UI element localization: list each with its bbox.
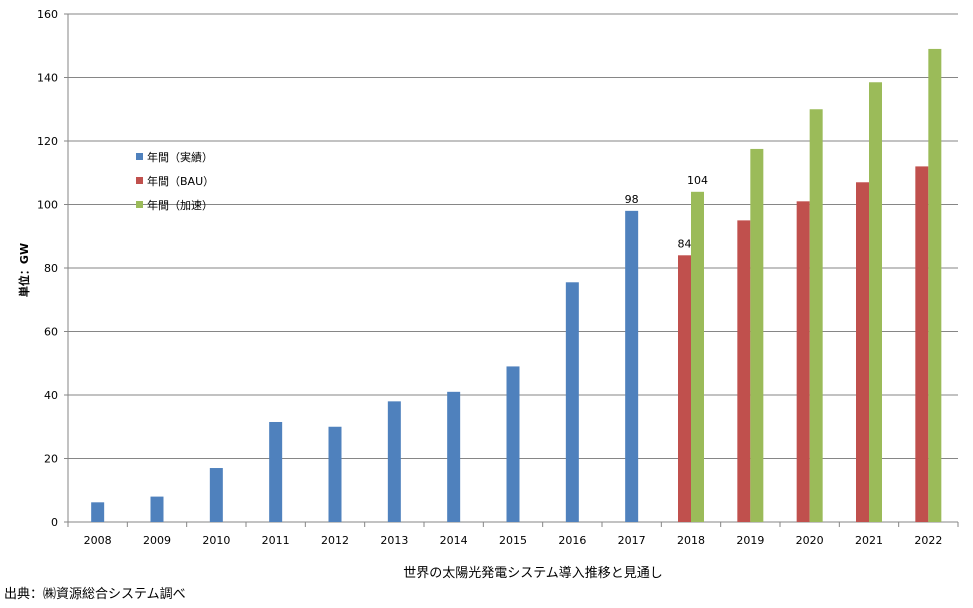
y-tick-label: 160 [37,8,58,21]
data-label: 84 [678,237,692,250]
bar [869,82,882,522]
legend: 年間（実績） 年間（BAU） 年間（加速） [136,150,214,212]
data-label: 104 [687,174,708,187]
x-tick-label: 2022 [914,534,942,547]
x-tick-label: 2008 [84,534,112,547]
bar [691,191,704,523]
bar [856,182,869,522]
x-tick-label: 2012 [321,534,349,547]
bar [269,421,283,522]
y-tick-label: 20 [44,453,58,466]
y-tick-label: 80 [44,262,58,275]
source-note: 出典：㈱資源総合システム調べ [4,587,186,602]
x-tick-label: 2018 [677,534,705,547]
bar [796,201,810,522]
legend-swatch [136,153,143,160]
bar [209,468,223,522]
bar [809,109,823,522]
y-tick-label: 40 [44,389,58,402]
bars [91,48,942,523]
data-label: 98 [625,193,639,206]
legend-swatch [136,201,143,208]
legend-label: 年間（BAU） [147,174,214,188]
bar [447,391,461,522]
bar [328,426,342,522]
x-tick-label: 2014 [440,534,468,547]
bar [91,502,105,522]
x-tick-label: 2011 [262,534,290,547]
y-tick-label: 60 [44,326,58,339]
bar [506,366,520,522]
x-axis-title: 世界の太陽光発電システム導入推移と見通し [403,566,663,581]
data-labels: 98 84 104 [625,174,708,251]
bar [387,401,401,522]
x-tick-label: 2017 [618,534,646,547]
x-tick-label: 2009 [143,534,171,547]
x-tick-label: 2016 [558,534,586,547]
x-tick-label: 2013 [380,534,408,547]
bar [150,496,164,522]
legend-label: 年間（実績） [147,150,213,164]
x-tick-label: 2021 [855,534,883,547]
bar [928,48,942,523]
bar [565,282,579,522]
gridlines [68,13,958,459]
y-tick-labels: 0 20 40 60 80 100 120 140 160 [37,8,58,529]
x-tick-label: 2019 [736,534,764,547]
y-axis-title: 単位：GW [17,243,31,297]
bar [678,255,691,523]
x-tick-label: 2010 [202,534,230,547]
x-tick-label: 2020 [796,534,824,547]
y-tick-label: 120 [37,135,58,148]
legend-label: 年間（加速） [147,198,213,212]
bar [750,148,764,522]
y-tick-label: 140 [37,72,58,85]
bar [737,220,751,522]
x-tick-labels: 2008 2009 2010 2011 2012 2013 2014 2015 2016 2017… [84,534,943,547]
y-tick-label: 100 [37,199,58,212]
bar [915,166,929,522]
x-tick-label: 2015 [499,534,527,547]
y-tick-label: 0 [51,516,58,529]
legend-swatch [136,177,143,184]
bar [625,210,639,522]
